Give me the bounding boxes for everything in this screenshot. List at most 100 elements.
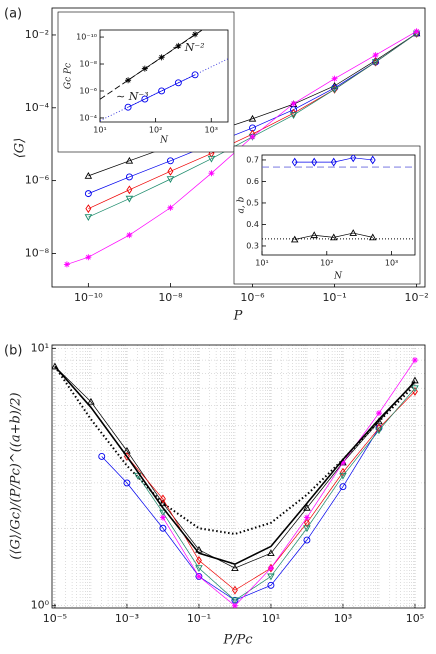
- data-point: [87, 397, 95, 405]
- data-point: [303, 536, 311, 544]
- data-point: [158, 87, 166, 95]
- inset-background: [57, 11, 235, 153]
- data-point: [208, 170, 215, 177]
- y-axis-label: ⟨G⟩: [13, 138, 28, 159]
- y-tick-label: 0.7: [246, 155, 259, 164]
- data-point: [339, 483, 347, 491]
- x-tick-label: 10⁻¹: [322, 291, 346, 304]
- series-line: [127, 74, 196, 108]
- data-point: [159, 514, 166, 521]
- x-tick-label: 10²: [320, 259, 333, 268]
- panel-label: (b): [4, 344, 22, 359]
- data-point: [52, 362, 59, 370]
- y-tick-label: 0.4: [246, 220, 259, 229]
- data-point: [310, 231, 318, 239]
- series-line: [137, 387, 416, 601]
- series-line: [54, 366, 416, 569]
- data-point: [159, 499, 167, 507]
- y-tick-label: 10⁻⁴: [25, 101, 50, 114]
- y-axis-label: a, b: [237, 196, 247, 213]
- y-tick-label: 10⁻¹⁰: [76, 33, 97, 42]
- series-line: [88, 33, 417, 177]
- data-point: [411, 357, 418, 364]
- data-point: [330, 86, 339, 94]
- y-tick-label: 10¹: [31, 341, 49, 354]
- data-point: [166, 157, 174, 165]
- x-tick-label: 10¹: [262, 612, 280, 625]
- y-tick-label: 10⁻⁶: [25, 174, 50, 187]
- x-tick-label: 10⁻⁵: [43, 612, 67, 625]
- data-point: [175, 42, 182, 49]
- data-point: [369, 155, 376, 165]
- data-point: [329, 233, 338, 241]
- data-point: [411, 385, 419, 393]
- data-point: [192, 31, 199, 38]
- data-point: [304, 518, 310, 528]
- plot-area: [100, 30, 228, 122]
- x-axis-label: N: [159, 136, 169, 146]
- x-tick-label: 10⁻¹⁰: [74, 291, 103, 304]
- data-point: [98, 453, 106, 460]
- data-point: [331, 75, 338, 82]
- data-point: [339, 472, 347, 480]
- data-point: [330, 157, 337, 167]
- data-point: [350, 155, 357, 163]
- data-point: [290, 235, 299, 243]
- data-point: [167, 204, 174, 211]
- data-point: [207, 155, 216, 163]
- data-point: [267, 581, 275, 589]
- data-point: [249, 133, 256, 140]
- data-point: [141, 95, 149, 103]
- axes-frame: [51, 7, 426, 288]
- data-point: [231, 564, 239, 571]
- data-point: [85, 204, 92, 214]
- x-tick-label: 10⁻⁶: [240, 291, 265, 304]
- data-point: [267, 565, 274, 572]
- data-point: [125, 77, 132, 84]
- data-point: [349, 229, 357, 236]
- data-point: [231, 597, 239, 605]
- series-line: [162, 359, 416, 607]
- y-tick-label: 10⁻²: [25, 28, 49, 41]
- data-point: [375, 410, 382, 417]
- y-tick-label: 10⁻⁶: [79, 86, 97, 95]
- panel-label: (a): [4, 7, 22, 22]
- data-point: [124, 103, 132, 111]
- y-tick-label: 10⁻⁸: [25, 246, 50, 259]
- data-point: [267, 549, 275, 557]
- x-tick-label: 10³: [334, 612, 352, 625]
- y-tick-label: 0.6: [246, 177, 259, 186]
- x-tick-label: 10¹: [93, 126, 106, 135]
- data-point: [303, 525, 311, 533]
- data-point: [195, 573, 203, 580]
- data-point: [141, 65, 148, 72]
- axes-frame: [51, 344, 426, 609]
- data-point: [166, 176, 175, 184]
- data-point: [195, 573, 202, 580]
- data-point: [413, 28, 420, 35]
- data-point: [125, 173, 133, 181]
- data-point: [375, 427, 383, 435]
- series-line: [88, 33, 417, 194]
- data-point: [159, 509, 167, 517]
- y-tick-label: 10⁻⁴: [79, 113, 97, 122]
- data-point: [85, 254, 92, 261]
- data-point: [191, 71, 199, 79]
- data-point: [174, 79, 182, 87]
- annotation: ∼ N⁻³: [116, 90, 149, 103]
- x-tick-label: 10⁻⁸: [158, 291, 183, 304]
- y-tick-label: 10⁰: [31, 599, 50, 612]
- axes-frame: [261, 154, 416, 256]
- data-point: [311, 157, 318, 167]
- plot-area: [63, 28, 421, 268]
- series-line: [66, 31, 417, 265]
- data-point: [159, 494, 166, 504]
- data-point: [231, 602, 238, 608]
- data-point: [249, 124, 256, 132]
- data-point: [123, 479, 131, 487]
- data-point: [63, 261, 70, 268]
- data-point: [126, 232, 133, 239]
- data-point: [231, 585, 238, 595]
- data-point: [167, 166, 174, 176]
